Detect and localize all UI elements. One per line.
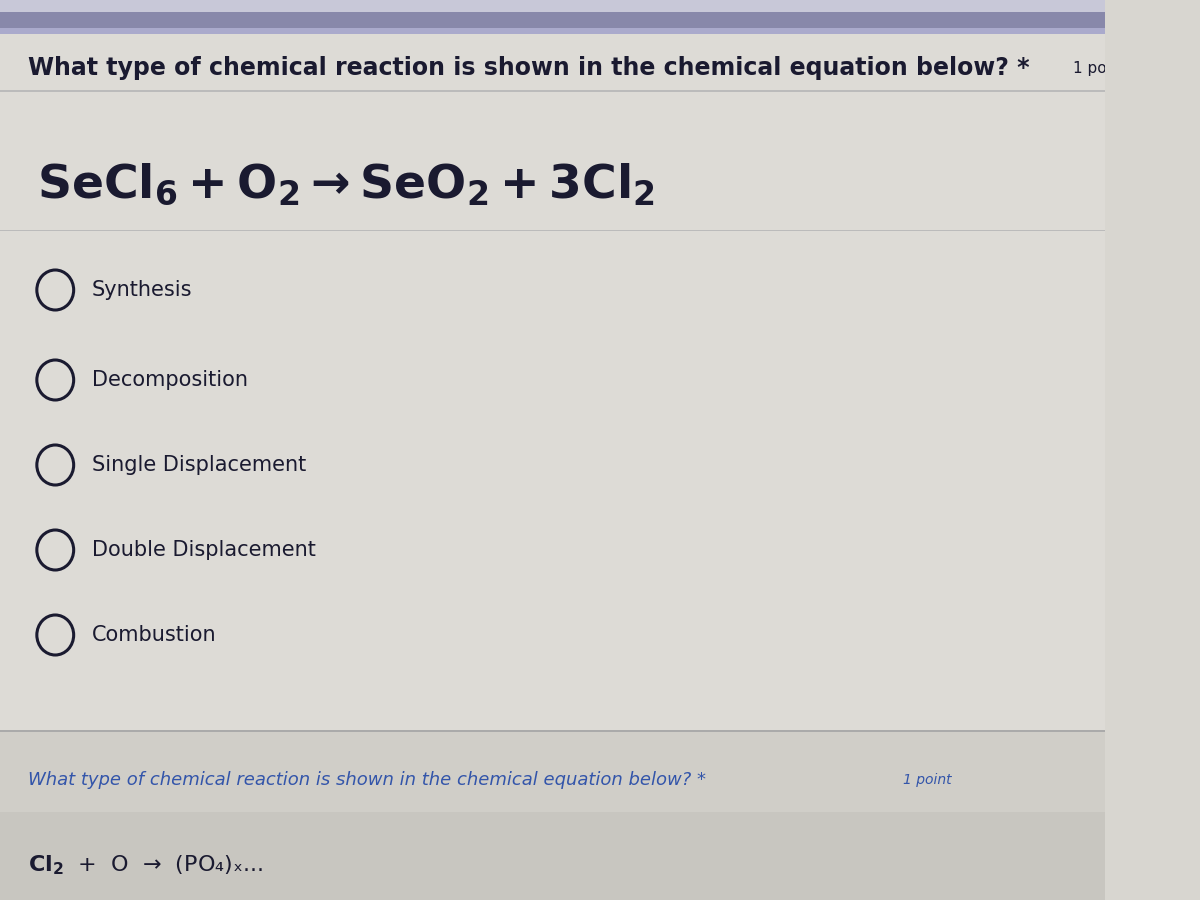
Bar bbox=[0, 90, 1105, 92]
Text: What type of chemical reaction is shown in the chemical equation below? *: What type of chemical reaction is shown … bbox=[28, 56, 1030, 80]
Text: Synthesis: Synthesis bbox=[92, 280, 192, 300]
Text: Decomposition: Decomposition bbox=[92, 370, 248, 390]
Text: $\mathbf{Cl_2}$  +  O  →  (PO₄)ₓ...: $\mathbf{Cl_2}$ + O → (PO₄)ₓ... bbox=[28, 853, 263, 877]
Text: $\mathbf{SeCl_6 + O_2 \rightarrow SeO_2 + 3Cl_2}$: $\mathbf{SeCl_6 + O_2 \rightarrow SeO_2 … bbox=[37, 162, 655, 208]
Bar bbox=[0, 812, 1105, 900]
Bar bbox=[0, 28, 1105, 34]
Bar bbox=[0, 12, 1105, 30]
Text: 1 poi: 1 poi bbox=[1073, 60, 1111, 76]
Text: What type of chemical reaction is shown in the chemical equation below? *: What type of chemical reaction is shown … bbox=[28, 771, 706, 789]
Text: Double Displacement: Double Displacement bbox=[92, 540, 316, 560]
Bar bbox=[0, 0, 1105, 15]
Bar bbox=[0, 230, 1105, 231]
Text: 1 point: 1 point bbox=[902, 773, 952, 787]
Bar bbox=[0, 730, 1105, 732]
Bar bbox=[0, 732, 1105, 812]
Text: Single Displacement: Single Displacement bbox=[92, 455, 306, 475]
Text: Combustion: Combustion bbox=[92, 625, 217, 645]
